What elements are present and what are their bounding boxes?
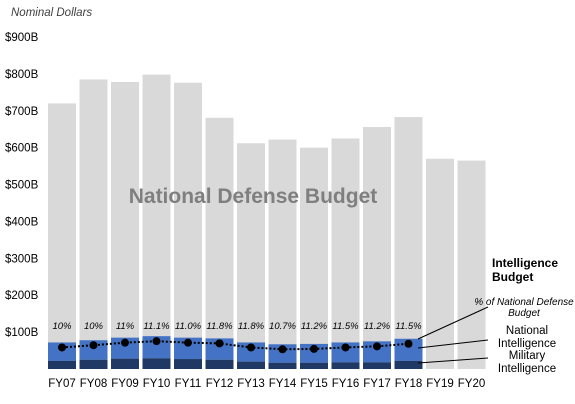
y-tick-label: $900B [5, 32, 39, 44]
legend-label-national-intelligence: National Intelligence [497, 325, 557, 350]
military-intelligence-bar [394, 360, 423, 369]
leader-line-percent [417, 306, 489, 340]
military-intelligence-bar [331, 362, 360, 369]
military-intelligence-bar [268, 362, 297, 369]
percent-marker [58, 343, 66, 352]
percent-data-label: 10% [52, 321, 72, 332]
y-unit-note: Nominal Dollars [11, 7, 93, 19]
national-intelligence-bar [48, 342, 76, 361]
defense-bar [111, 82, 139, 369]
military-intelligence-bar [205, 359, 234, 369]
defense-bar [394, 117, 423, 369]
x-tick-label: FY13 [237, 378, 265, 390]
y-tick-label: $300B [5, 253, 39, 265]
defense-bar [426, 158, 454, 369]
x-tick-label: FY14 [269, 378, 297, 390]
percent-marker [247, 343, 255, 352]
legend-label-military-intelligence: Military Intelligence [497, 350, 557, 375]
percent-marker [310, 344, 318, 353]
legend-title-intelligence-budget: Intelligence Budget [492, 256, 559, 284]
percent-data-label: 11.5% [395, 321, 422, 332]
percent-marker [89, 341, 98, 350]
legend-label-percent: % of National Defense Budget [474, 297, 574, 319]
percent-marker [121, 338, 129, 347]
percent-data-label: 10.7% [269, 321, 296, 332]
y-tick-label: $800B [5, 69, 39, 81]
defense-bar [331, 138, 360, 369]
center-label: National Defense Budget [129, 185, 378, 208]
defense-bar [79, 79, 108, 369]
y-tick-label: $700B [5, 106, 39, 118]
x-tick-label: FY15 [300, 378, 328, 390]
military-intelligence-bar [237, 361, 265, 369]
y-tick-label: $500B [5, 180, 39, 192]
military-intelligence-bar [174, 359, 202, 369]
percent-data-label: 10% [84, 321, 104, 332]
x-tick-label: FY16 [332, 378, 360, 390]
y-tick-label: $600B [5, 143, 39, 155]
defense-bar [457, 160, 486, 369]
x-tick-label: FY10 [143, 378, 171, 390]
defense-bar [48, 103, 76, 370]
x-tick-label: FY11 [175, 378, 202, 390]
percent-data-label: 11.5% [332, 321, 359, 332]
x-tick-label: FY07 [48, 378, 76, 390]
defense-bar [363, 127, 391, 370]
percent-data-label: 11.8% [206, 321, 233, 332]
military-intelligence-bar [142, 358, 171, 369]
x-tick-label: FY12 [206, 378, 234, 390]
percent-data-label: 11% [116, 321, 135, 332]
leader-line-military [417, 357, 489, 364]
x-tick-label: FY09 [111, 378, 139, 390]
y-tick-label: $100B [5, 327, 39, 339]
percent-marker [373, 342, 381, 351]
leader-line-national [417, 339, 489, 349]
x-tick-label: FY19 [426, 378, 454, 390]
defense-bar [300, 147, 328, 369]
defense-bar [142, 74, 171, 370]
x-tick-label: FY08 [80, 378, 108, 390]
defense-bar [174, 82, 202, 370]
defense-bar [268, 139, 297, 369]
percent-line [61, 340, 409, 351]
percent-marker [152, 337, 161, 346]
percent-marker [184, 338, 192, 347]
percent-marker [278, 345, 287, 354]
military-intelligence-bar [300, 362, 328, 369]
percent-marker [404, 339, 413, 348]
defense-bar [205, 117, 234, 369]
percent-data-label: 11.2% [301, 321, 328, 332]
percent-data-label: 11.8% [238, 321, 265, 332]
defense-bar [237, 143, 265, 369]
percent-data-label: 11.1% [143, 321, 170, 332]
x-tick-label: FY17 [363, 378, 391, 390]
military-intelligence-bar [363, 362, 391, 369]
military-intelligence-bar [48, 360, 76, 369]
y-tick-label: $400B [5, 216, 39, 228]
y-tick-label: $200B [5, 290, 39, 302]
x-tick-label: FY18 [395, 378, 423, 390]
percent-marker [215, 339, 224, 348]
military-intelligence-bar [79, 359, 108, 369]
military-intelligence-bar [111, 358, 139, 369]
percent-marker [341, 343, 350, 352]
percent-data-label: 11.2% [364, 321, 391, 332]
percent-data-label: 11.0% [175, 321, 202, 332]
x-tick-label: FY20 [458, 378, 486, 390]
